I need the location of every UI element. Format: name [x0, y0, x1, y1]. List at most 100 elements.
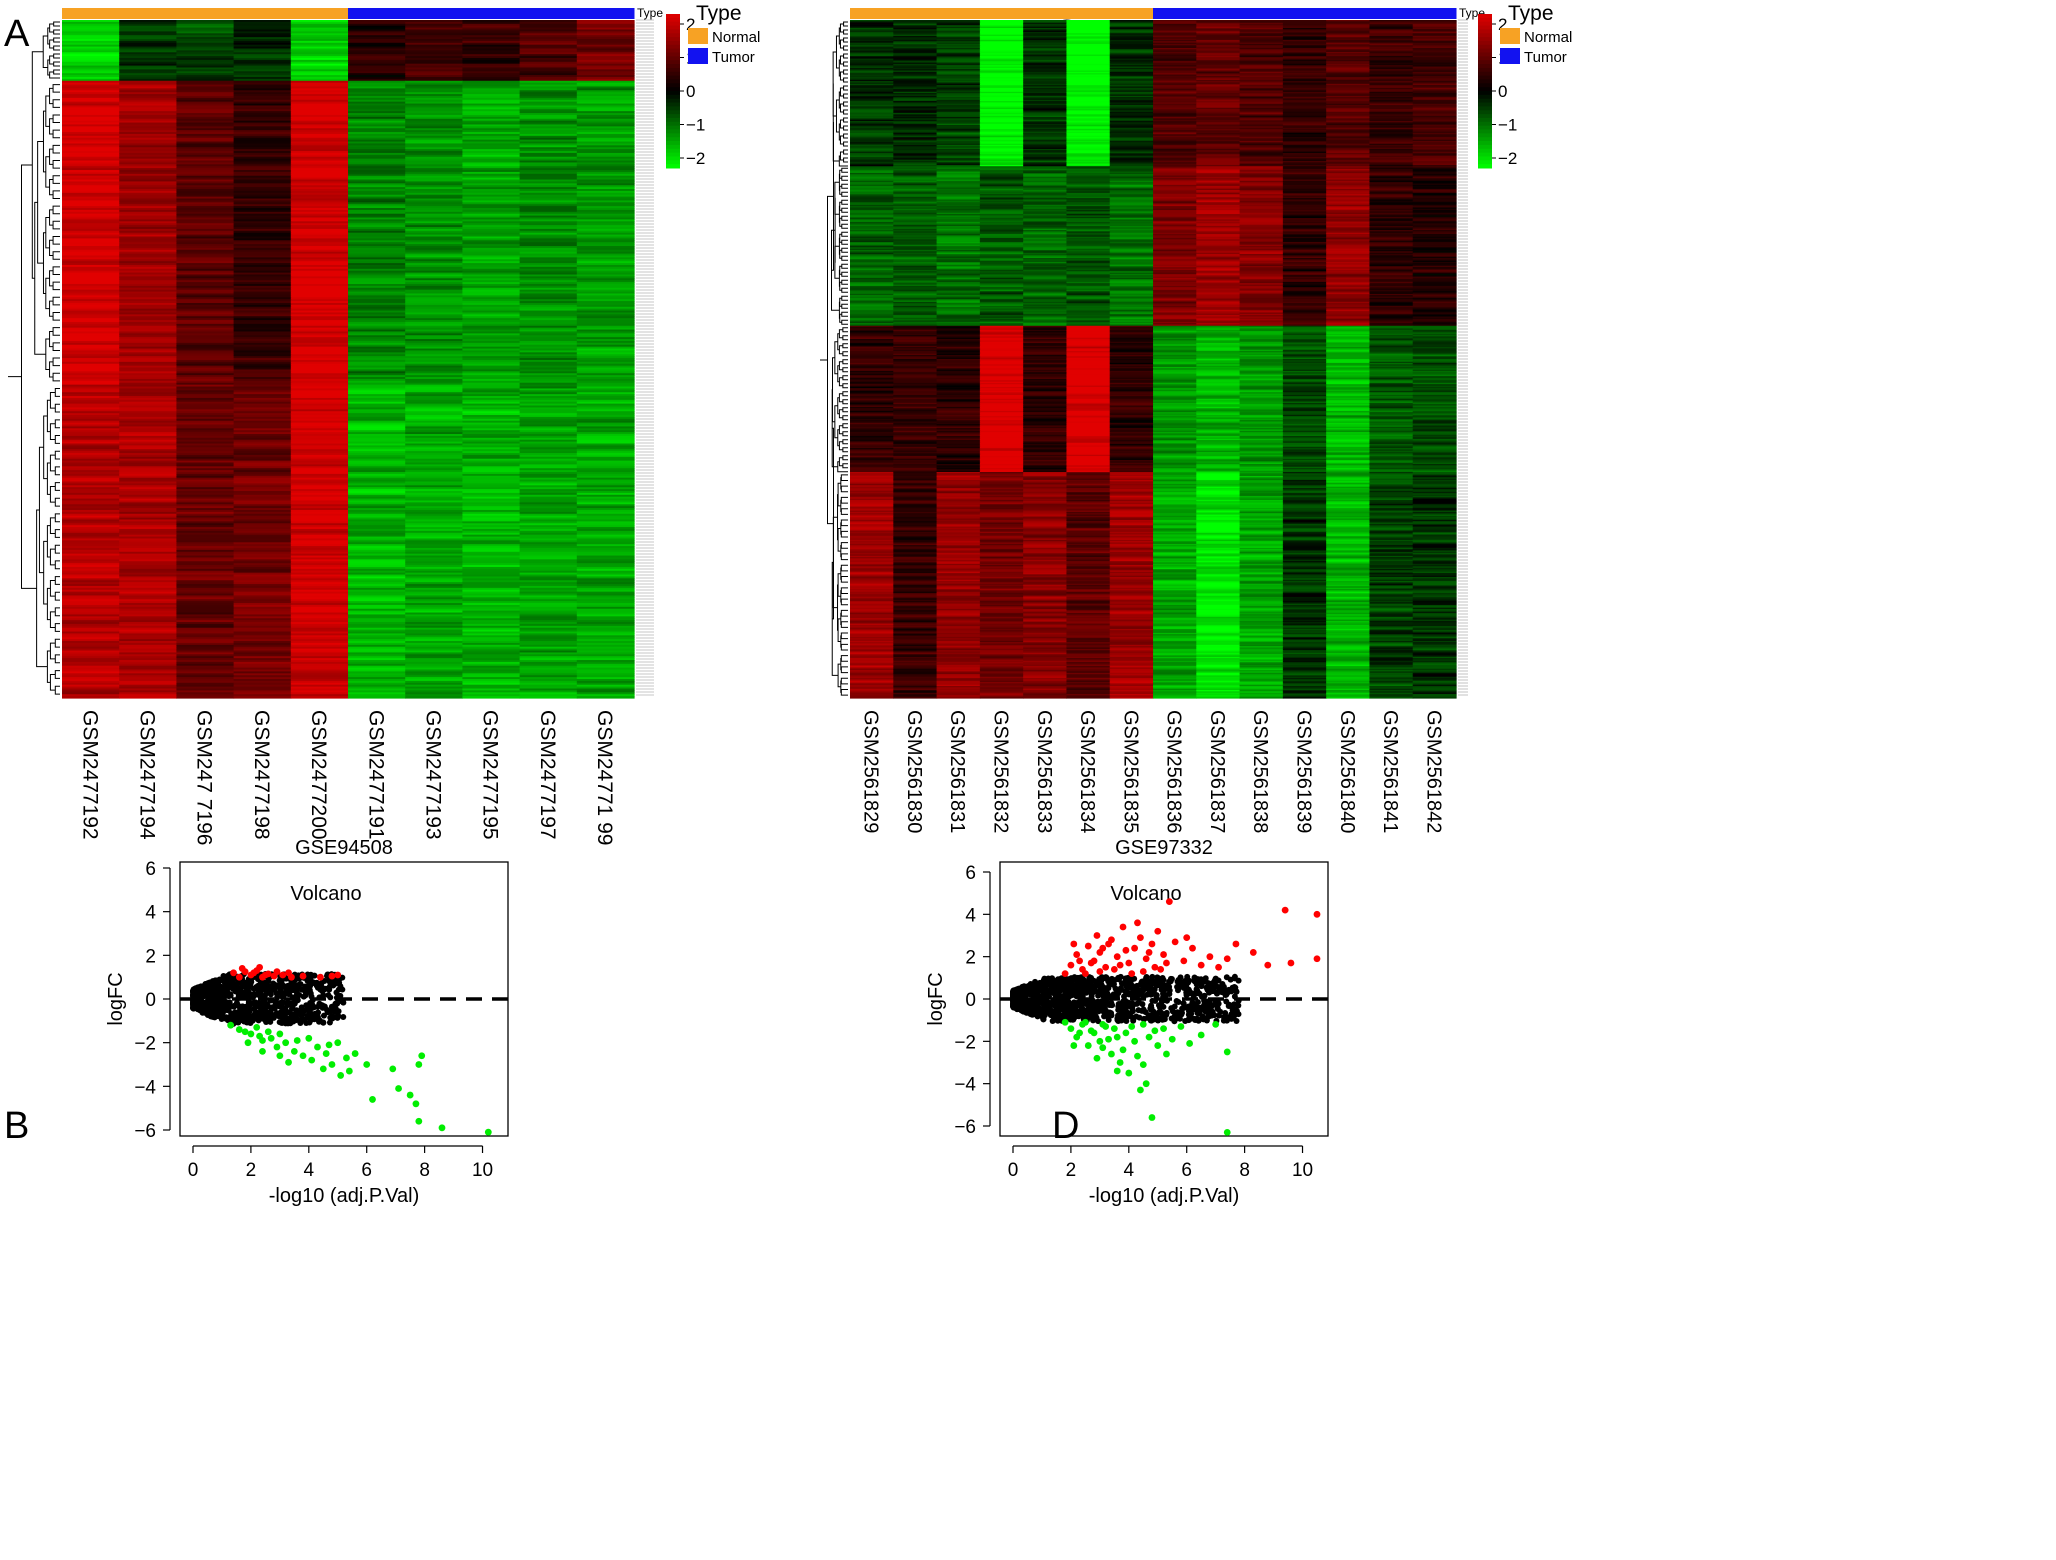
- color-key-step: [666, 21, 680, 27]
- color-key-step: [666, 48, 680, 53]
- heatmap-cell: [519, 312, 578, 315]
- heatmap-cell: [176, 264, 235, 268]
- heatmap-cell: [1109, 49, 1154, 52]
- heatmap-cell: [290, 606, 349, 610]
- heatmap-cell: [462, 494, 521, 498]
- heatmap-cell: [576, 221, 635, 224]
- heatmap-cell: [233, 33, 292, 36]
- heatmap-cell: [576, 591, 635, 595]
- heatmap-cell: [1326, 20, 1371, 22]
- heatmap-cell: [233, 346, 292, 350]
- heatmap-cell: [1023, 30, 1068, 33]
- heatmap-cell: [290, 78, 349, 82]
- heatmap-cell: [519, 170, 578, 173]
- heatmap-cell: [893, 42, 938, 45]
- heatmap-cell: [176, 200, 235, 203]
- heatmap-cell: [62, 61, 120, 65]
- heatmap-cell: [405, 390, 463, 393]
- heatmap-cell: [1023, 38, 1068, 41]
- heatmap-cell: [290, 221, 349, 224]
- heatmap-cell: [290, 551, 349, 555]
- heatmap-cell: [936, 30, 981, 33]
- heatmap-cell: [233, 460, 292, 464]
- heatmap-cell: [348, 540, 406, 543]
- heatmap-cell: [576, 232, 635, 236]
- heatmap-cell: [405, 285, 463, 289]
- heatmap-cell: [176, 162, 235, 165]
- heatmap-cell: [576, 618, 635, 621]
- heatmap-cell: [1023, 49, 1068, 52]
- heatmap-cell: [405, 257, 463, 260]
- heatmap-cell: [936, 73, 981, 76]
- heatmap-cell: [519, 509, 578, 513]
- heatmap-cell: [462, 251, 521, 255]
- heatmap-cell: [348, 468, 406, 471]
- heatmap-cell: [1239, 79, 1284, 82]
- heatmap-cell: [462, 348, 521, 352]
- heatmap-cell: [519, 667, 578, 671]
- heatmap-cell: [119, 665, 177, 669]
- heatmap-cell: [462, 409, 521, 412]
- heatmap-cell: [290, 517, 349, 521]
- heatmap-cell: [233, 133, 292, 137]
- heatmap-cell: [62, 661, 120, 665]
- heatmap-cell: [176, 439, 235, 443]
- heatmap-cell: [462, 500, 521, 503]
- heatmap-cell: [119, 475, 177, 479]
- heatmap-cell: [405, 204, 463, 207]
- heatmap-cell: [348, 208, 406, 211]
- heatmap-cell: [405, 48, 463, 51]
- heatmap-cell: [576, 225, 635, 228]
- heatmap-cell: [290, 504, 349, 507]
- heatmap-cell: [176, 278, 235, 281]
- heatmap-cell: [1196, 42, 1241, 45]
- heatmap-cell: [62, 122, 120, 126]
- heatmap-cell: [1109, 58, 1154, 61]
- heatmap-cell: [519, 164, 578, 167]
- heatmap-cell: [519, 443, 578, 447]
- heatmap-cell: [119, 405, 177, 409]
- heatmap-cell: [405, 352, 463, 355]
- heatmap-cell: [119, 409, 177, 412]
- heatmap-cell: [405, 323, 463, 327]
- heatmap-cell: [176, 696, 235, 699]
- heatmap-cell: [576, 213, 635, 217]
- heatmap-cell: [1282, 67, 1327, 70]
- heatmap-cell: [1196, 70, 1241, 73]
- heatmap-cell: [62, 390, 120, 393]
- heatmap-cell: [119, 677, 177, 680]
- heatmap-cell: [405, 454, 463, 458]
- heatmap-cell: [290, 27, 349, 31]
- heatmap-cell: [233, 266, 292, 270]
- heatmap-cell: [290, 276, 349, 279]
- heatmap-cell: [62, 20, 120, 23]
- heatmap-cell: [62, 694, 120, 697]
- heatmap-cell: [176, 48, 235, 51]
- heatmap-cell: [519, 679, 578, 682]
- heatmap-cell: [233, 189, 292, 192]
- heatmap-cell: [119, 97, 177, 101]
- heatmap-cell: [290, 589, 349, 593]
- heatmap-cell: [936, 26, 981, 29]
- heatmap-cell: [462, 661, 521, 665]
- heatmap-cell: [176, 658, 235, 661]
- heatmap-cell: [519, 650, 578, 654]
- heatmap-cell: [176, 171, 235, 175]
- heatmap-cell: [348, 669, 406, 673]
- heatmap-cell: [176, 228, 235, 232]
- heatmap-cell: [519, 310, 578, 314]
- heatmap-cell: [62, 627, 120, 631]
- panel-letter-a: A: [4, 13, 30, 55]
- heatmap-cell: [1326, 67, 1371, 70]
- heatmap-cell: [233, 194, 292, 198]
- heatmap-cell: [290, 86, 349, 89]
- heatmap-cell: [119, 126, 177, 129]
- heatmap-cell: [290, 230, 349, 234]
- heatmap-cell: [233, 76, 292, 80]
- heatmap-cell: [176, 555, 235, 559]
- heatmap-cell: [119, 618, 177, 621]
- heatmap-cell: [519, 52, 578, 55]
- heatmap-cell: [119, 206, 177, 209]
- heatmap-cell: [1196, 37, 1241, 40]
- heatmap-cell: [119, 464, 177, 467]
